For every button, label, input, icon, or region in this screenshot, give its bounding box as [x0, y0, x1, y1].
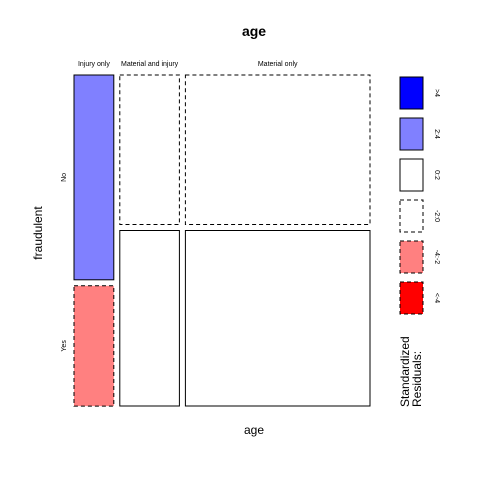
x-tick-label-material-only: Material only [258, 61, 298, 68]
legend-label-1: >4 [433, 89, 440, 97]
y-tick-label-no: No [61, 173, 68, 182]
y-tick-labels: No Yes [61, 173, 68, 352]
legend-label-5: -4:-2 [433, 250, 440, 265]
legend-label-3: 0:2 [433, 170, 440, 180]
x-tick-label-material-and-injury: Material and injury [121, 61, 179, 68]
tile-material-only-no [184, 74, 371, 225]
legend-swatch-1 [399, 76, 424, 110]
x-tick-labels: Injury only Material and injury Material o… [78, 61, 298, 68]
legend-label-2: 2:4 [433, 129, 440, 139]
chart-title: age [242, 23, 266, 39]
legend-title-line-2: Residuals: [410, 351, 424, 407]
y-tick-label-yes: Yes [61, 340, 68, 352]
tile-material-and-injury-yes [119, 230, 180, 407]
legend: >4 2:4 0:2 -2:0 -4:-2 <-4 [399, 76, 440, 315]
x-axis-label: age [244, 423, 264, 437]
mosaic-tiles [73, 74, 371, 407]
tile-injury-only-yes [73, 285, 115, 407]
y-axis-label: fraudulent [31, 206, 45, 260]
tile-injury-only-no [73, 74, 115, 281]
tile-material-only-yes [184, 230, 371, 407]
x-tick-label-injury-only: Injury only [78, 61, 110, 68]
legend-swatch-4 [399, 199, 424, 233]
legend-swatch-5 [399, 240, 424, 274]
legend-label-6: <-4 [433, 293, 440, 303]
legend-title-line-1: Standardized [398, 336, 412, 407]
tile-material-and-injury-no [119, 74, 180, 225]
legend-swatch-2 [399, 117, 424, 151]
legend-swatch-3 [399, 158, 424, 192]
legend-label-4: -2:0 [433, 210, 440, 222]
legend-swatch-6 [399, 281, 424, 315]
